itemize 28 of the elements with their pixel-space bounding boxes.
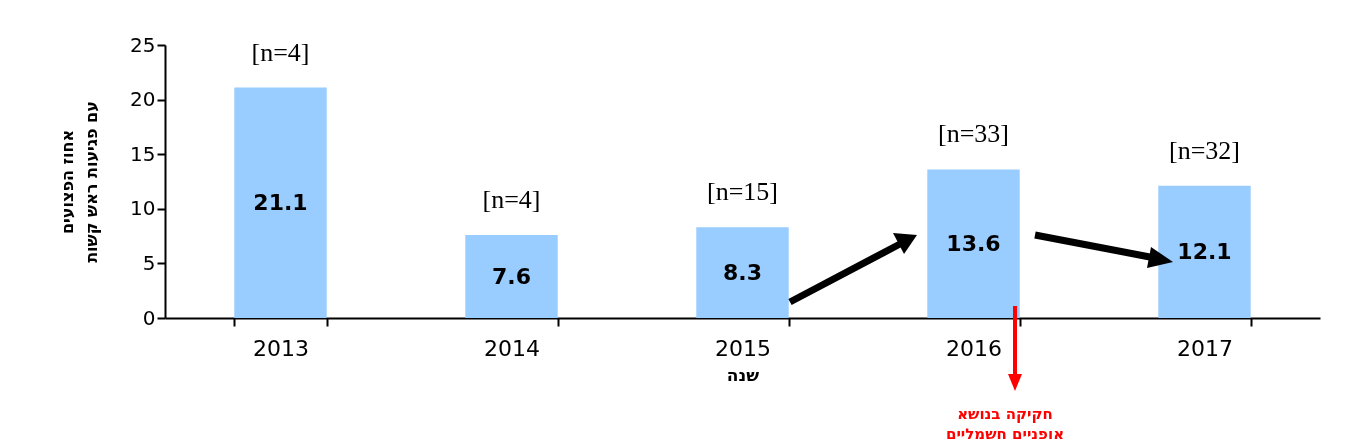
bar [234, 87, 327, 318]
x-tick-label: 2017 [1177, 335, 1233, 361]
x-tick-label: 2014 [484, 335, 540, 361]
y-tick-label: 10 [130, 196, 156, 221]
y-tick-label: 20 [130, 87, 156, 112]
y-axis-title: אחוז הפצועים עם פגיעות ראש קשות [58, 101, 102, 263]
y-tick-label: 5 [142, 250, 156, 275]
annotation: [n=32] [1169, 135, 1240, 165]
annotation: [n=33] [938, 119, 1009, 149]
x-tick-label: 2015 [715, 335, 771, 361]
data-label: 13.6 [946, 230, 1001, 256]
data-label: 21.1 [253, 189, 308, 215]
bar [927, 169, 1020, 318]
y-tick-label: 0 [142, 305, 156, 330]
x-tick-label: 2013 [253, 335, 309, 361]
bar [1158, 185, 1251, 318]
data-label: 7.6 [492, 263, 531, 289]
data-label: 8.3 [723, 259, 762, 285]
bar [465, 235, 558, 318]
annotation: [n=15] [707, 177, 778, 207]
annotation: [n=4] [251, 37, 310, 67]
data-label: 12.1 [1177, 238, 1232, 264]
text: חקיקה בנושא אופניים חשמליים [944, 404, 1066, 444]
x-axis-title: שנה [726, 364, 760, 385]
y-tick-label: 25 [130, 32, 156, 57]
y-tick-label: 15 [130, 141, 156, 166]
annotation: [n=4] [482, 185, 541, 215]
x-tick-label: 2016 [946, 335, 1002, 361]
